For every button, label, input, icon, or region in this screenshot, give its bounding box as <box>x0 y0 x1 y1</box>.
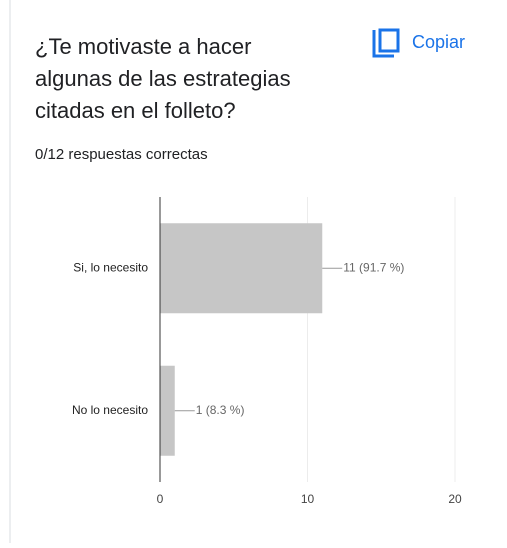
chart: 0 10 20 Si, lo necesito 11 (91.7 %) No lo nec… <box>72 197 462 506</box>
copy-icon <box>372 30 394 58</box>
bar <box>160 223 323 314</box>
copy-label: Copiar <box>412 32 465 52</box>
value-label: 1 (8.3 %) <box>196 403 245 417</box>
copy-button[interactable]: Copiar <box>372 28 465 58</box>
bar <box>160 365 175 456</box>
question-title: algunas de las estrategias <box>35 66 291 91</box>
y-tick-label: Si, lo necesito <box>73 260 148 274</box>
x-tick-label: 0 <box>157 492 164 506</box>
y-tick-label: No lo necesito <box>72 403 148 417</box>
copy-icon <box>378 28 400 53</box>
question-title: ¿Te motivaste a hacer <box>35 34 251 59</box>
value-label: 11 (91.7 %) <box>343 260 404 274</box>
x-tick-label: 20 <box>448 492 462 506</box>
question-title: citadas en el folleto? <box>35 98 236 123</box>
subtitle: 0/12 respuestas correctas <box>35 146 208 163</box>
x-tick-label: 10 <box>301 492 315 506</box>
